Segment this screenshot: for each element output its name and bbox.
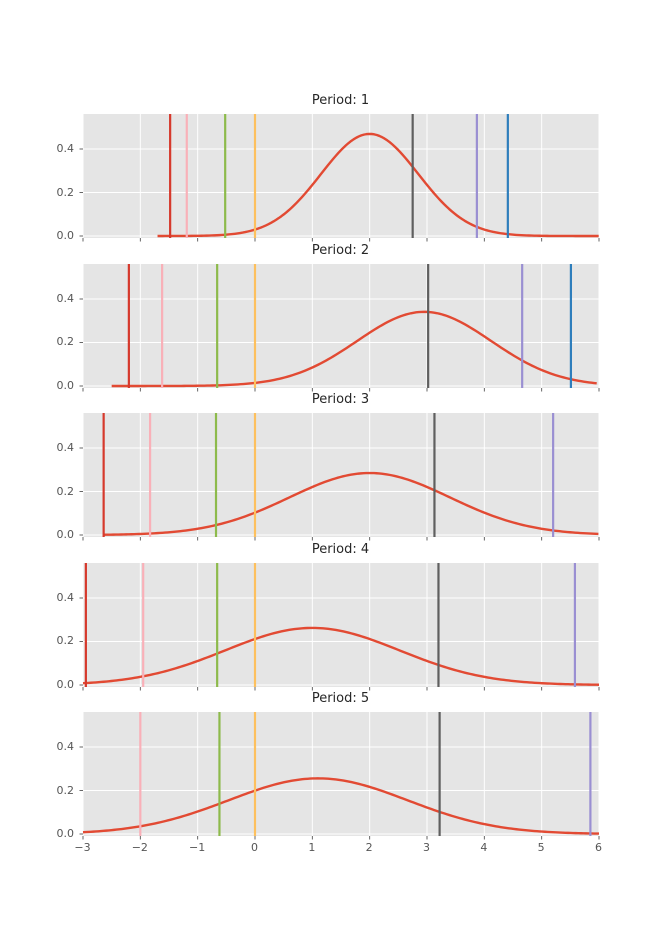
y-tick-label: 0.0 <box>56 378 75 392</box>
y-tick-label: 0.0 <box>56 827 75 840</box>
y-tick-label: 0.2 <box>56 484 75 498</box>
y-tick-label: 0.2 <box>56 634 75 647</box>
axes-period-1 <box>79 114 599 242</box>
distribution-curve <box>82 626 599 686</box>
subplot-title-period-1: Period: 1 <box>311 93 370 108</box>
axes-period-4 <box>79 562 599 690</box>
y-tick-label: 0.4 <box>56 590 75 604</box>
y-tick-label: 0.0 <box>56 229 75 242</box>
x-tick-label: 2 <box>365 841 373 854</box>
distribution-curve <box>102 471 598 536</box>
axes-period-5 <box>79 712 599 840</box>
x-tick-label: 4 <box>480 841 488 854</box>
subplot-title-period-5: Period: 5 <box>311 691 370 706</box>
x-tick-label: −2 <box>131 841 148 854</box>
y-tick-label: 0.4 <box>56 441 75 454</box>
x-tick-label: −1 <box>189 841 206 854</box>
distribution-curve <box>157 132 599 238</box>
axes-background <box>82 413 599 537</box>
x-tick-label: 6 <box>595 841 602 854</box>
axes-background <box>82 562 599 687</box>
distribution-curve <box>111 310 597 387</box>
y-tick-label: 0.0 <box>56 677 75 691</box>
y-tick-label: 0.2 <box>56 185 75 199</box>
y-tick-label: 0.0 <box>56 528 75 541</box>
axes-period-2 <box>79 263 599 391</box>
x-tick-label: 1 <box>308 841 316 854</box>
subplot-title-period-4: Period: 4 <box>311 541 370 557</box>
y-tick-label: 0.4 <box>56 740 75 753</box>
x-tick-label: 5 <box>537 841 545 854</box>
y-tick-label: 0.4 <box>56 291 75 305</box>
subplot-title-period-3: Period: 3 <box>311 392 370 407</box>
subplot-title-period-2: Period: 2 <box>311 242 370 258</box>
y-tick-label: 0.2 <box>56 335 75 348</box>
axes-background <box>82 712 599 836</box>
axes-background <box>82 263 599 388</box>
y-tick-label: 0.2 <box>56 783 75 797</box>
x-tick-label: 0 <box>251 841 258 854</box>
x-tick-label: 3 <box>423 841 430 854</box>
y-tick-label: 0.4 <box>56 142 75 155</box>
axes-period-3 <box>79 413 599 541</box>
x-tick-label: −3 <box>74 841 91 854</box>
axes-background <box>82 114 599 238</box>
distribution-curve <box>82 777 599 835</box>
